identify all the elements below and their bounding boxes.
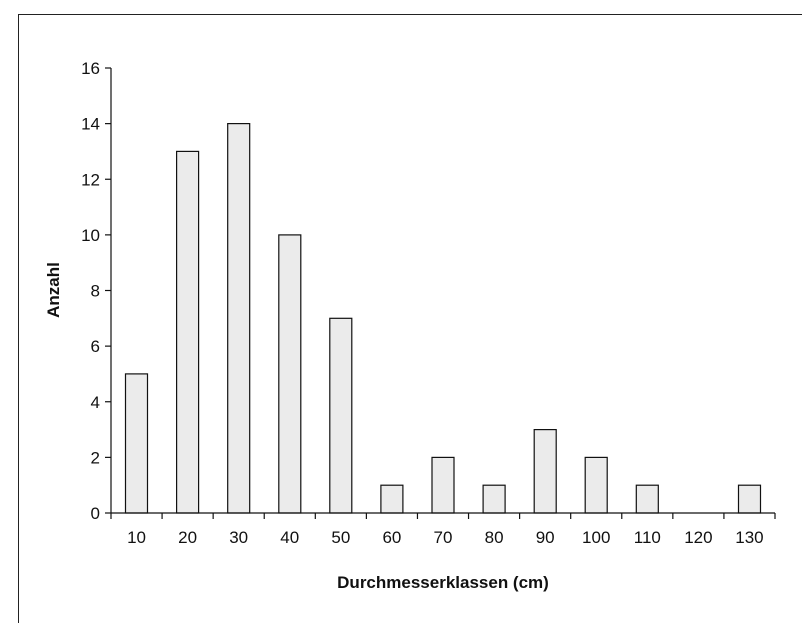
- bar-130: [737, 484, 762, 514]
- bar-80: [482, 484, 506, 514]
- y-tick-label: 4: [91, 393, 100, 412]
- y-tick-label: 2: [91, 448, 100, 467]
- bar-110: [635, 484, 659, 514]
- bar-70: [431, 456, 455, 514]
- chart-frame: [18, 14, 802, 623]
- x-tick-label: 40: [280, 528, 299, 547]
- x-tick-label: 90: [536, 528, 555, 547]
- bar-40: [278, 234, 302, 514]
- y-tick-label: 12: [81, 170, 100, 189]
- x-tick-label: 80: [485, 528, 504, 547]
- bar-20: [176, 150, 200, 514]
- x-tick-label: 60: [382, 528, 401, 547]
- x-tick-label: 100: [582, 528, 610, 547]
- x-tick-label: 30: [229, 528, 248, 547]
- bar-30: [227, 122, 251, 514]
- bar-50: [329, 317, 353, 514]
- x-tick-label: 120: [684, 528, 712, 547]
- x-ticks-group: 10 20 30 40 50 60 70 80 90 100 110 120 130: [110, 513, 776, 547]
- y-tick-label: 8: [91, 282, 100, 301]
- y-tick-label: 16: [81, 59, 100, 78]
- x-axis-title: Durchmesserklassen (cm): [337, 573, 549, 592]
- y-tick-label: 10: [81, 226, 100, 245]
- x-tick-label: 10: [127, 528, 146, 547]
- x-tick-label: 130: [735, 528, 763, 547]
- x-tick-label: 50: [331, 528, 350, 547]
- bar-10: [124, 373, 149, 514]
- y-tick-label: 14: [81, 115, 100, 134]
- y-tick-label: 6: [91, 337, 100, 356]
- bar-60: [380, 484, 404, 514]
- y-tick-label: 0: [91, 504, 100, 523]
- bar-100: [584, 456, 608, 514]
- x-tick-label: 110: [634, 528, 661, 547]
- bars-group: [124, 122, 762, 514]
- y-ticks-group: 0 2 4 6 8 10 12 14 16: [81, 59, 111, 523]
- y-axis-title: Anzahl: [44, 262, 63, 318]
- axes-group: [110, 68, 775, 514]
- x-tick-label: 20: [178, 528, 197, 547]
- bar-90: [533, 429, 557, 514]
- x-tick-label: 70: [434, 528, 453, 547]
